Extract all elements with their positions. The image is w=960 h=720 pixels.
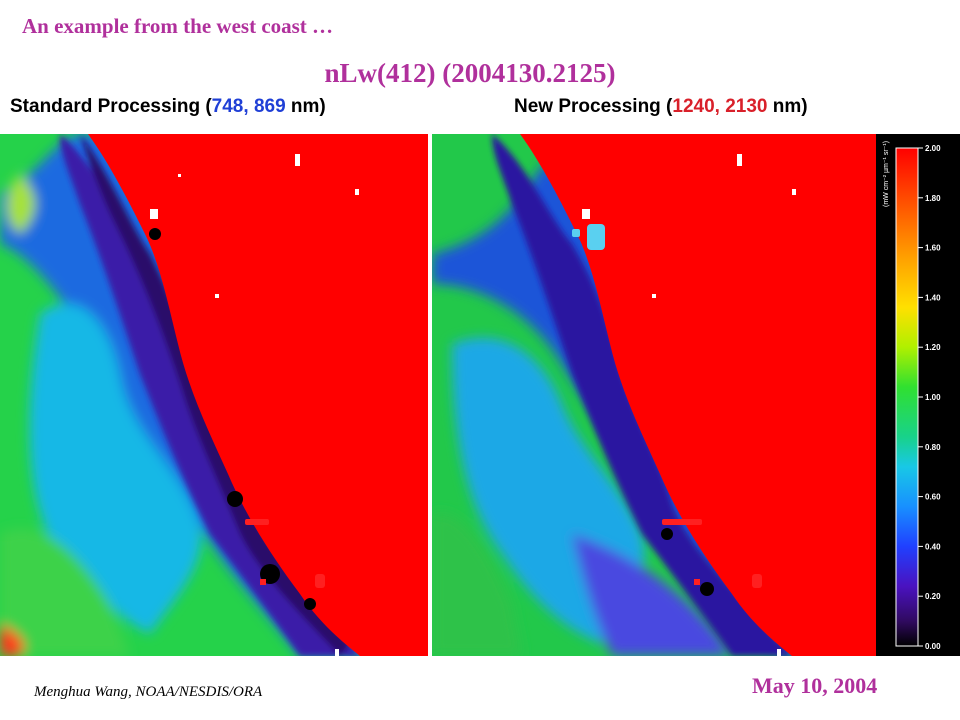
- colorbar-tick-label: 1.80: [925, 194, 941, 203]
- author-credit: Menghua Wang, NOAA/NESDIS/ORA: [34, 684, 263, 700]
- colorbar-tick-label: 0.40: [925, 542, 941, 551]
- colorbar-tick-label: 2.00: [925, 144, 941, 153]
- colorbar-tick-label: 1.20: [925, 343, 941, 352]
- new-band-sep: ,: [714, 96, 726, 117]
- colorbar-tick-label: 0.60: [925, 493, 941, 502]
- standard-band-869: 869: [253, 96, 286, 117]
- new-band-1240: 1240: [672, 96, 715, 117]
- colorbar-tick-label: 1.40: [925, 293, 941, 302]
- new-label-suffix: nm): [767, 96, 808, 117]
- standard-processing-image: [0, 134, 428, 656]
- colorbar-tick-label: 0.00: [925, 642, 941, 651]
- new-label-prefix: New Processing (: [514, 96, 673, 117]
- slide-title: nLw(412) (2004130.2125): [324, 58, 616, 88]
- slide-date: May 10, 2004: [752, 673, 878, 698]
- colorbar-tick-label: 0.80: [925, 443, 941, 452]
- new-processing-label: New Processing (1240, 2130 nm): [514, 96, 808, 118]
- new-processing-image: [432, 134, 876, 656]
- standard-label-prefix: Standard Processing (: [10, 96, 212, 117]
- colorbar-tick-label: 0.20: [925, 592, 941, 601]
- new-band-2130: 2130: [725, 96, 768, 117]
- slide-subtitle: An example from the west coast …: [22, 14, 334, 38]
- standard-processing-label: Standard Processing (748, 869 nm): [10, 96, 326, 118]
- colorbar: 2.00 1.80 1.60 1.40 1.20 1.00 0.80 0.60 0.40 0.20…: [876, 134, 960, 656]
- standard-label-suffix: nm): [285, 96, 326, 117]
- standard-band-748: 748: [211, 96, 244, 117]
- standard-band-sep: ,: [243, 96, 254, 117]
- colorbar-tick-label: 1.00: [925, 393, 941, 402]
- colorbar-unit: (mW cm⁻² µm⁻¹ sr⁻¹): [883, 141, 890, 207]
- colorbar-tick-label: 1.60: [925, 244, 941, 253]
